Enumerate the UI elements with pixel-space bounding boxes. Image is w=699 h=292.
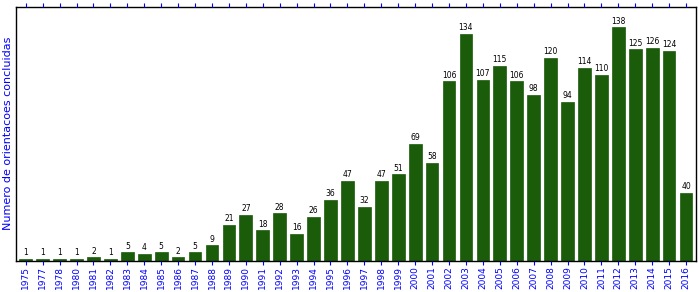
Bar xyxy=(409,144,421,261)
Bar xyxy=(679,193,693,261)
Text: 107: 107 xyxy=(475,69,490,78)
Bar xyxy=(104,259,117,261)
Text: 18: 18 xyxy=(258,220,268,229)
Bar xyxy=(629,49,642,261)
Bar xyxy=(307,217,320,261)
Bar xyxy=(121,252,134,261)
Bar xyxy=(527,95,540,261)
Text: 124: 124 xyxy=(662,40,677,49)
Text: 115: 115 xyxy=(493,55,507,65)
Bar xyxy=(341,181,354,261)
Bar xyxy=(206,246,218,261)
Text: 2: 2 xyxy=(175,246,180,256)
Text: 134: 134 xyxy=(459,23,473,32)
Bar xyxy=(477,80,489,261)
Bar xyxy=(460,34,473,261)
Text: 1: 1 xyxy=(108,248,113,257)
Text: 94: 94 xyxy=(563,91,572,100)
Text: 98: 98 xyxy=(529,84,538,93)
Bar xyxy=(493,66,506,261)
Text: 114: 114 xyxy=(577,57,591,66)
Bar xyxy=(240,215,252,261)
Bar xyxy=(663,51,675,261)
Text: 26: 26 xyxy=(309,206,318,215)
Bar xyxy=(70,259,83,261)
Text: 40: 40 xyxy=(682,182,691,191)
Bar xyxy=(273,213,286,261)
Bar xyxy=(426,163,438,261)
Text: 120: 120 xyxy=(543,47,558,56)
Text: 16: 16 xyxy=(291,223,301,232)
Bar xyxy=(510,81,523,261)
Bar xyxy=(53,259,66,261)
Text: 1: 1 xyxy=(74,248,79,257)
Text: 138: 138 xyxy=(611,17,626,26)
Bar xyxy=(646,48,658,261)
Text: 36: 36 xyxy=(326,189,336,198)
Bar xyxy=(172,257,185,261)
Text: 1: 1 xyxy=(23,248,28,257)
Text: 47: 47 xyxy=(343,171,352,180)
Bar xyxy=(442,81,455,261)
Text: 21: 21 xyxy=(224,214,233,223)
Bar xyxy=(36,259,49,261)
Text: 5: 5 xyxy=(159,241,164,251)
Text: 32: 32 xyxy=(359,196,369,205)
Text: 5: 5 xyxy=(125,241,130,251)
Text: 126: 126 xyxy=(645,37,659,46)
Text: 28: 28 xyxy=(275,203,284,212)
Bar xyxy=(375,181,388,261)
Bar xyxy=(257,230,269,261)
Bar xyxy=(545,58,557,261)
Text: 125: 125 xyxy=(628,39,642,48)
Text: 51: 51 xyxy=(394,164,403,173)
Bar xyxy=(595,74,607,261)
Bar xyxy=(392,174,405,261)
Text: 106: 106 xyxy=(510,71,524,80)
Bar xyxy=(358,206,370,261)
Text: 1: 1 xyxy=(41,248,45,257)
Bar xyxy=(222,225,236,261)
Text: 110: 110 xyxy=(594,64,609,73)
Text: 5: 5 xyxy=(193,241,198,251)
Bar xyxy=(189,252,201,261)
Text: 4: 4 xyxy=(142,243,147,252)
Y-axis label: Numero de orientacoes concluidas: Numero de orientacoes concluidas xyxy=(3,37,13,230)
Bar xyxy=(87,257,100,261)
Bar xyxy=(20,259,32,261)
Text: 1: 1 xyxy=(57,248,62,257)
Text: 9: 9 xyxy=(210,235,215,244)
Bar xyxy=(154,252,168,261)
Bar xyxy=(290,234,303,261)
Bar xyxy=(561,102,574,261)
Text: 69: 69 xyxy=(410,133,420,142)
Text: 27: 27 xyxy=(241,204,251,213)
Text: 47: 47 xyxy=(377,171,386,180)
Bar xyxy=(138,254,150,261)
Bar xyxy=(324,200,337,261)
Bar xyxy=(612,27,625,261)
Text: 106: 106 xyxy=(442,71,456,80)
Bar xyxy=(578,68,591,261)
Text: 58: 58 xyxy=(427,152,437,161)
Text: 2: 2 xyxy=(91,246,96,256)
